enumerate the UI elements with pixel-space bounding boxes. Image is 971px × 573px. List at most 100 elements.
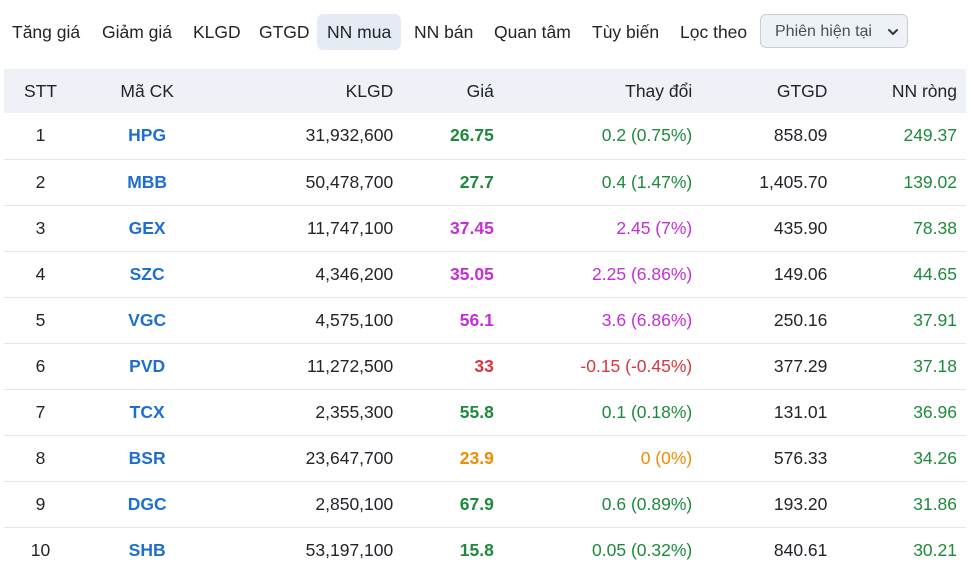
cell-stt: 9 bbox=[35, 493, 46, 514]
table-row[interactable]: 1 HPG 31,932,600 26.75 0.2 (0.75%) 858.09 249.… bbox=[4, 113, 966, 159]
tab-nn-mua[interactable]: NN mua bbox=[317, 14, 402, 50]
cell-value: 1,405.70 bbox=[759, 171, 828, 192]
stock-symbol-link[interactable]: SZC bbox=[129, 263, 165, 284]
table-row[interactable]: 2 MBB 50,478,700 27.7 0.4 (1.47%) 1,405.70 139… bbox=[4, 159, 966, 205]
stock-symbol-link[interactable]: SHB bbox=[128, 539, 166, 560]
cell-stt: 4 bbox=[35, 263, 46, 284]
table-row[interactable]: 8 BSR 23,647,700 23.9 0 (0%) 576.33 34.26 bbox=[4, 435, 966, 481]
cell-volume: 50,478,700 bbox=[305, 171, 394, 192]
stock-symbol-link[interactable]: BSR bbox=[128, 447, 166, 468]
header-value[interactable]: GTGD bbox=[776, 80, 828, 101]
cell-change: 0.05 (0.32%) bbox=[592, 539, 693, 560]
tab-quan-tam[interactable]: Quan tâm bbox=[494, 22, 571, 42]
table-row[interactable]: 10 SHB 53,197,100 15.8 0.05 (0.32%) 840.61 30.… bbox=[4, 527, 966, 573]
foreign-buy-table: STT Mã CK KLGD Giá Thay đổi GTGD NN ròng… bbox=[4, 69, 966, 573]
cell-volume: 11,272,500 bbox=[306, 355, 394, 376]
cell-price: 67.9 bbox=[459, 493, 494, 514]
session-select-value: Phiên hiện tại bbox=[775, 23, 872, 40]
cell-net-foreign: 37.91 bbox=[913, 309, 957, 330]
cell-change: 2.25 (6.86%) bbox=[592, 263, 693, 284]
cell-price: 33 bbox=[474, 355, 494, 376]
cell-net-foreign: 31.86 bbox=[913, 493, 957, 514]
tab-bar: Tăng giá Giảm giá KLGD GTGD NN mua NN bá… bbox=[0, 0, 971, 62]
stock-symbol-link[interactable]: DGC bbox=[127, 493, 167, 514]
cell-net-foreign: 139.02 bbox=[903, 171, 957, 192]
cell-net-foreign: 37.18 bbox=[913, 355, 957, 376]
tab-tuy-bien[interactable]: Tùy biến bbox=[592, 22, 660, 42]
table-row[interactable]: 5 VGC 4,575,100 56.1 3.6 (6.86%) 250.16 37.91 bbox=[4, 297, 966, 343]
cell-change: -0.15 (-0.45%) bbox=[580, 355, 693, 376]
header-symbol[interactable]: Mã CK bbox=[120, 80, 174, 101]
cell-net-foreign: 249.37 bbox=[903, 125, 957, 146]
cell-net-foreign: 30.21 bbox=[913, 539, 957, 560]
stock-symbol-link[interactable]: MBB bbox=[127, 171, 168, 192]
cell-volume: 53,197,100 bbox=[305, 539, 394, 560]
header-volume[interactable]: KLGD bbox=[345, 80, 394, 101]
cell-volume: 4,575,100 bbox=[315, 309, 394, 330]
cell-value: 131.01 bbox=[773, 401, 828, 422]
table-row[interactable]: 6 PVD 11,272,500 33 -0.15 (-0.45%) 377.29 37.1… bbox=[4, 343, 966, 389]
cell-stt: 1 bbox=[35, 125, 46, 146]
cell-change: 0.1 (0.18%) bbox=[601, 401, 693, 422]
cell-price: 37.45 bbox=[450, 217, 494, 238]
cell-price: 35.05 bbox=[450, 263, 494, 284]
cell-stt: 7 bbox=[35, 401, 46, 422]
cell-price: 23.9 bbox=[459, 447, 494, 468]
cell-stt: 6 bbox=[35, 355, 46, 376]
cell-volume: 4,346,200 bbox=[315, 263, 394, 284]
tab-gtgd[interactable]: GTGD bbox=[259, 22, 310, 42]
cell-net-foreign: 34.26 bbox=[913, 447, 957, 468]
cell-value: 435.90 bbox=[773, 217, 828, 238]
cell-price: 15.8 bbox=[459, 539, 494, 560]
cell-stt: 10 bbox=[30, 539, 51, 560]
cell-change: 0 (0%) bbox=[640, 447, 693, 468]
cell-price: 56.1 bbox=[459, 309, 494, 330]
stock-symbol-link[interactable]: GEX bbox=[128, 217, 166, 238]
cell-change: 2.45 (7%) bbox=[616, 217, 693, 238]
cell-value: 840.61 bbox=[773, 539, 828, 560]
tab-nn-ban[interactable]: NN bán bbox=[414, 22, 474, 42]
stock-symbol-link[interactable]: TCX bbox=[129, 401, 165, 422]
table-row[interactable]: 4 SZC 4,346,200 35.05 2.25 (6.86%) 149.06 44.6… bbox=[4, 251, 966, 297]
cell-value: 377.29 bbox=[773, 355, 828, 376]
cell-price: 27.7 bbox=[459, 171, 494, 192]
table-row[interactable]: 7 TCX 2,355,300 55.8 0.1 (0.18%) 131.01 36.96 bbox=[4, 389, 966, 435]
cell-volume: 2,355,300 bbox=[315, 401, 394, 422]
session-select[interactable]: Phiên hiện tại bbox=[760, 14, 908, 48]
header-change[interactable]: Thay đổi bbox=[625, 80, 693, 101]
cell-net-foreign: 36.96 bbox=[913, 401, 957, 422]
cell-change: 0.4 (1.47%) bbox=[601, 171, 693, 192]
cell-value: 250.16 bbox=[773, 309, 828, 330]
cell-volume: 23,647,700 bbox=[305, 447, 394, 468]
header-net-foreign[interactable]: NN ròng bbox=[891, 80, 957, 101]
cell-value: 858.09 bbox=[773, 125, 828, 146]
header-price[interactable]: Giá bbox=[466, 80, 494, 101]
table-header-row: STT Mã CK KLGD Giá Thay đổi GTGD NN ròng bbox=[4, 69, 966, 113]
stock-symbol-link[interactable]: PVD bbox=[129, 355, 166, 376]
cell-value: 149.06 bbox=[773, 263, 828, 284]
table-row[interactable]: 3 GEX 11,747,100 37.45 2.45 (7%) 435.90 78.38 bbox=[4, 205, 966, 251]
tab-tang-gia[interactable]: Tăng giá bbox=[12, 22, 81, 42]
cell-value: 193.20 bbox=[773, 493, 828, 514]
cell-volume: 31,932,600 bbox=[305, 125, 394, 146]
tab-giam-gia[interactable]: Giảm giá bbox=[102, 22, 173, 42]
cell-net-foreign: 78.38 bbox=[913, 217, 957, 238]
header-stt[interactable]: STT bbox=[23, 80, 57, 101]
cell-net-foreign: 44.65 bbox=[913, 263, 957, 284]
cell-stt: 8 bbox=[35, 447, 46, 468]
table-row[interactable]: 9 DGC 2,850,100 67.9 0.6 (0.89%) 193.20 31.86 bbox=[4, 481, 966, 527]
cell-change: 0.6 (0.89%) bbox=[601, 493, 693, 514]
cell-volume: 2,850,100 bbox=[315, 493, 394, 514]
cell-stt: 2 bbox=[35, 171, 46, 192]
cell-change: 3.6 (6.86%) bbox=[601, 309, 693, 330]
filter-label: Lọc theo bbox=[680, 22, 748, 42]
stock-symbol-link[interactable]: HPG bbox=[128, 125, 167, 146]
cell-price: 26.75 bbox=[450, 125, 494, 146]
cell-change: 0.2 (0.75%) bbox=[601, 125, 693, 146]
cell-stt: 3 bbox=[35, 217, 46, 238]
tab-klgd[interactable]: KLGD bbox=[193, 22, 241, 42]
stock-symbol-link[interactable]: VGC bbox=[128, 309, 167, 330]
cell-value: 576.33 bbox=[773, 447, 828, 468]
cell-stt: 5 bbox=[35, 309, 46, 330]
chevron-down-icon bbox=[888, 29, 898, 35]
